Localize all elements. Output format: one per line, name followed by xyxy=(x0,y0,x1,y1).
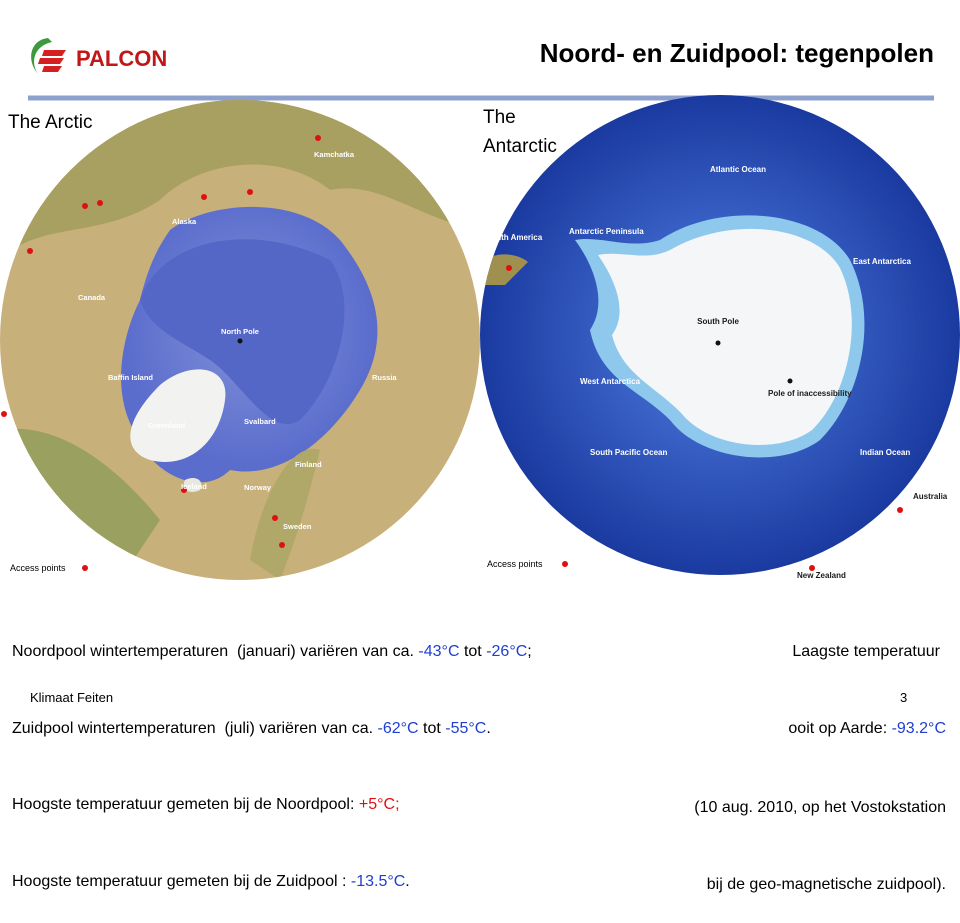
text: Zuidpool wintertemperaturen (juli) varië… xyxy=(12,719,378,737)
access-point xyxy=(82,565,88,571)
record-line: bij de geo-magnetische zuidpool). xyxy=(694,872,946,898)
map-label: West Antarctica xyxy=(580,377,641,386)
map-label: Alaska xyxy=(172,217,197,226)
map-label: Indian Ocean xyxy=(860,448,910,457)
map-label: Norway xyxy=(244,483,272,492)
text-line: Noordpool wintertemperaturen (januari) v… xyxy=(12,639,532,665)
footer-label: Klimaat Feiten xyxy=(30,690,114,705)
access-point xyxy=(897,507,903,513)
map-label: Baffin Island xyxy=(108,373,153,382)
map-label: Canada xyxy=(78,293,106,302)
map-label: Iceland xyxy=(181,482,207,491)
record-line: (10 aug. 2010, op het Vostokstation xyxy=(694,795,946,821)
value: -43°C xyxy=(418,643,460,660)
value: -62°C xyxy=(377,719,419,737)
text-block: Noordpool wintertemperaturen (januari) v… xyxy=(12,588,532,920)
text: tot xyxy=(418,719,446,737)
text-line: Hoogste temperatuur gemeten bij de Zuidp… xyxy=(12,869,532,895)
map-label: Australia xyxy=(913,492,948,501)
map-label: Atlantic Ocean xyxy=(710,165,766,174)
antarctic-map xyxy=(480,95,960,575)
value: +5°C; xyxy=(358,796,400,813)
slide: PALCON Noord- en Zuidpool: tegenpolen Ka… xyxy=(0,38,960,893)
value: -93.2°C xyxy=(891,719,946,737)
antarctic-legend: Access points xyxy=(487,559,543,569)
text: . xyxy=(486,719,491,737)
text: tot xyxy=(459,643,487,660)
record-line: ooit op Aarde: -93.2°C xyxy=(694,716,946,742)
slide-graphics: PALCON Noord- en Zuidpool: tegenpolen Ka… xyxy=(0,38,960,580)
value: -13.5°C xyxy=(350,872,406,890)
map-label: South Pacific Ocean xyxy=(590,448,667,457)
map-label: New Zealand xyxy=(797,571,846,580)
text: . xyxy=(405,872,410,890)
text: ooit op Aarde: xyxy=(788,719,892,737)
antarctic-caption: Antarctic xyxy=(483,136,557,157)
access-point xyxy=(562,561,568,567)
map-label: Sweden xyxy=(283,522,312,531)
map-label: Kamchatka xyxy=(314,150,355,159)
text: Laagste temperatuur xyxy=(792,643,940,660)
map-label: South Pole xyxy=(697,317,739,326)
map-label: Greenland xyxy=(148,421,186,430)
access-point xyxy=(809,565,815,571)
arctic-caption: The Arctic xyxy=(8,112,92,133)
text: bij de geo-magnetische zuidpool). xyxy=(706,875,946,893)
value: -26°C xyxy=(486,643,528,660)
map-label: Finland xyxy=(295,460,322,469)
logo: PALCON xyxy=(31,38,167,74)
access-point xyxy=(1,411,7,417)
text-line: Hoogste temperatuur gemeten bij de Noord… xyxy=(12,792,532,818)
text: Noordpool wintertemperaturen (januari) v… xyxy=(12,643,419,660)
record-block: Laagste temperatuur ooit op Aarde: -93.2… xyxy=(694,588,946,923)
text-line: Zuidpool wintertemperaturen (juli) varië… xyxy=(12,716,532,742)
map-label: Pole of inaccessibility xyxy=(768,389,852,398)
map-label: East Antarctica xyxy=(853,257,912,266)
text: Hoogste temperatuur gemeten bij de Zuidp… xyxy=(12,872,351,890)
antarctic-caption: The xyxy=(483,107,516,128)
text: ; xyxy=(527,643,532,660)
map-label: South America xyxy=(486,233,543,242)
record-line: Laagste temperatuur xyxy=(694,639,946,665)
arctic-legend: Access points xyxy=(10,563,66,573)
page-number: 3 xyxy=(900,690,908,705)
logo-text: PALCON xyxy=(76,46,167,71)
map-label: Svalbard xyxy=(244,417,276,426)
slide-title: Noord- en Zuidpool: tegenpolen xyxy=(540,38,934,68)
map-label: North Pole xyxy=(221,327,259,336)
map-label: Antarctic Peninsula xyxy=(569,227,644,236)
value: -55°C xyxy=(445,719,487,737)
map-label: South Africa xyxy=(820,111,868,120)
arctic-map xyxy=(0,100,480,580)
text: Hoogste temperatuur gemeten bij de Noord… xyxy=(12,796,359,813)
text: (10 aug. 2010, op het Vostokstation xyxy=(694,799,946,816)
map-label: Russia xyxy=(372,373,397,382)
